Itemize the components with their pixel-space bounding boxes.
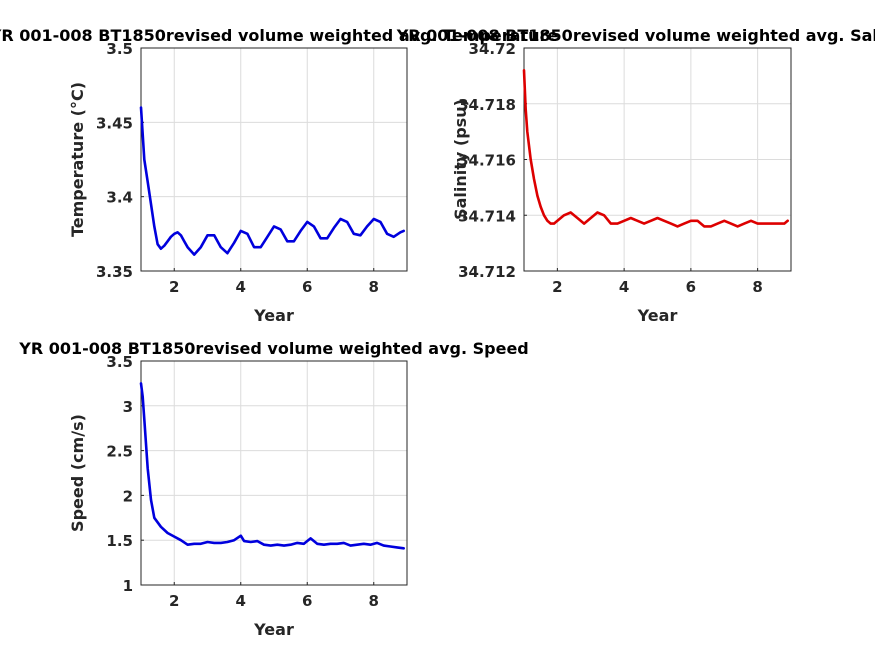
plot-frame [523,47,792,272]
y-tick-label: 3.4 [106,189,133,207]
y-tick-label: 3.35 [96,263,133,281]
y-axis-label: Temperature (°C) [68,82,87,237]
series-line [139,382,405,550]
y-tick-label: 1 [123,577,133,595]
x-axis-label: Year [253,306,294,325]
y-tick-label: 3 [123,398,133,416]
x-tick-label: 6 [302,592,312,610]
x-axis-label: Year [637,306,678,325]
y-tick-label: 3.5 [106,353,133,371]
y-tick-label: 2.5 [106,443,133,461]
chart-panel-3: 2 4 6 8 1 1.5 2 2.5 3 3.5 Year Speed (cm/s) YR 001-0… [18,339,529,639]
y-tick-label: 34.716 [458,152,516,170]
y-axis-label: Salinity (psu) [451,99,470,220]
x-tick-label: 8 [752,278,762,296]
chart-panel-2: 2 4 6 8 34.712 34.714 34.716 34.718 34.72 Year Sal… [396,26,875,325]
x-tick-label: 4 [236,278,246,296]
chart-title: YR 001-008 BT1850revised volume weighted… [18,339,529,358]
plot-frame [140,47,408,272]
plot-area [140,360,408,586]
y-tick-label: 1.5 [106,532,133,550]
chart-title: YR 001-008 BT1850revised volume weighted… [0,26,558,45]
x-tick-label: 4 [236,592,246,610]
y-tick-label: 34.714 [458,207,516,225]
y-tick-label: 34.718 [458,96,516,114]
x-tick-label: 8 [369,592,379,610]
x-tick-label: 6 [686,278,696,296]
series-line [139,106,405,256]
x-axis-label: Year [253,620,294,639]
x-tick-label: 2 [552,278,562,296]
y-axis-label: Speed (cm/s) [68,414,87,532]
chart-panel-1: 2 4 6 8 3.35 3.4 3.45 3.5 Year Temperature (°C) YR… [0,26,558,325]
y-tick-label: 3.45 [96,114,133,132]
y-tick-label: 3.5 [106,40,133,58]
x-tick-label: 6 [302,278,312,296]
x-tick-label: 2 [169,278,179,296]
x-tick-label: 8 [369,278,379,296]
chart-title: YR 001-008 BT1850revised volume weighted… [396,26,875,45]
y-tick-label: 34.72 [469,40,516,58]
y-tick-label: 2 [123,487,133,505]
y-tick-label: 34.712 [458,263,516,281]
plot-frame [140,360,408,586]
series-line [522,69,789,228]
x-tick-label: 4 [619,278,629,296]
x-tick-label: 2 [169,592,179,610]
